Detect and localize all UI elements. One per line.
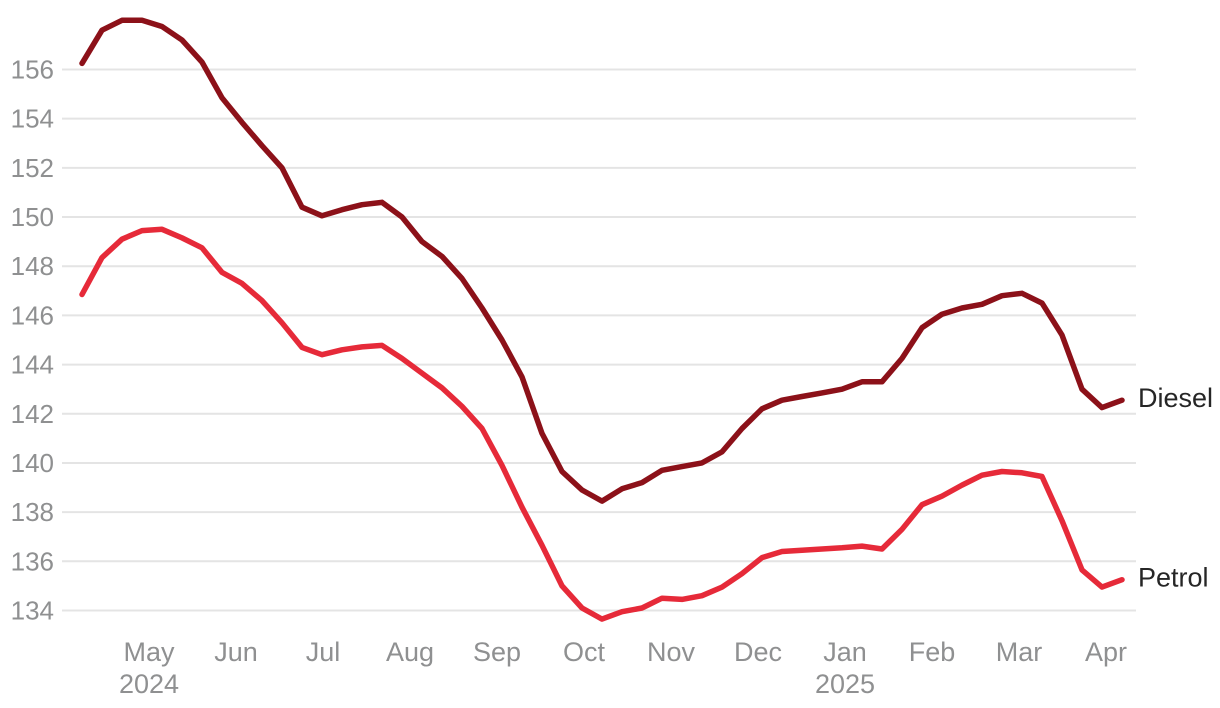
y-tick-label-138: 138	[11, 497, 54, 527]
y-tick-label-150: 150	[11, 202, 54, 232]
x-tick-label-dec: Dec	[734, 637, 782, 667]
x-tick-label-feb: Feb	[909, 637, 956, 667]
series-label-petrol: Petrol	[1138, 563, 1209, 593]
y-tick-label-154: 154	[11, 104, 54, 134]
diesel-line	[79, 17, 1125, 504]
petrol-line	[79, 226, 1125, 622]
y-tick-label-134: 134	[11, 595, 54, 625]
y-tick-label-144: 144	[11, 350, 54, 380]
x-year-label-2025: 2025	[815, 669, 875, 699]
y-tick-label-136: 136	[11, 546, 54, 576]
x-tick-label-apr: Apr	[1085, 637, 1127, 667]
y-tick-label-148: 148	[11, 251, 54, 281]
x-tick-label-jul: Jul	[306, 637, 341, 667]
x-tick-label-may: May	[123, 637, 175, 667]
y-tick-label-140: 140	[11, 448, 54, 478]
x-tick-label-jan: Jan	[823, 637, 867, 667]
x-tick-label-oct: Oct	[563, 637, 606, 667]
y-tick-label-156: 156	[11, 55, 54, 85]
x-tick-label-mar: Mar	[996, 637, 1043, 667]
y-tick-label-152: 152	[11, 153, 54, 183]
x-tick-label-nov: Nov	[647, 637, 696, 667]
x-tick-label-jun: Jun	[214, 637, 258, 667]
series-label-diesel: Diesel	[1138, 383, 1213, 413]
y-tick-label-142: 142	[11, 399, 54, 429]
x-year-label-2024: 2024	[119, 669, 179, 699]
x-tick-label-aug: Aug	[386, 637, 434, 667]
y-tick-label-146: 146	[11, 300, 54, 330]
x-tick-label-sep: Sep	[473, 637, 521, 667]
